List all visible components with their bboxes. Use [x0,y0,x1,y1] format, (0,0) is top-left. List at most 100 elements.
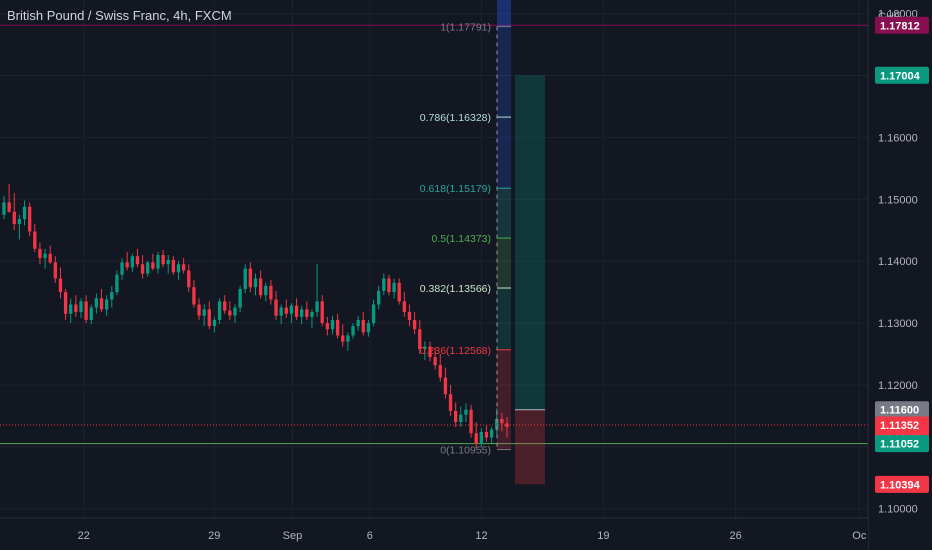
candle-body [125,262,129,268]
price-label-badge [875,16,929,34]
candle-body [94,298,99,308]
candle-body [258,278,263,296]
candle-body [192,287,196,305]
candle-body [418,329,422,350]
candle-body [469,409,473,434]
price-label-text: 1.11052 [880,439,919,451]
candle-body [294,305,299,317]
candle-body [479,431,484,444]
candle-body [7,202,11,212]
candle-body [269,285,273,300]
candle-body [248,268,253,288]
candle-body [140,264,145,274]
candle-body [289,305,294,314]
time-axis-bg [0,518,868,550]
target-zone [515,75,545,410]
fib-band [497,188,511,239]
candle-body [2,202,6,215]
candle-body [253,278,258,288]
candle-body [330,319,335,330]
time-tick-label: Sep [283,530,303,542]
price-tick-label: 1.16000 [878,132,918,144]
candle-body [474,433,478,444]
candle-body [505,423,509,428]
candle-body [176,264,181,273]
candle-body [17,219,22,225]
candle-body [264,285,268,296]
long-position-tool[interactable] [515,75,545,485]
candle-body [79,301,83,312]
candle-body [63,292,68,314]
price-axis[interactable]: CHF1.180001.170001.160001.150001.140001.… [867,0,932,550]
candle-body [48,253,52,263]
candle-body [12,211,16,225]
candle-body [38,248,42,259]
candle-body [397,282,401,302]
candlestick-series [2,183,509,449]
candle-body [443,377,448,395]
candle-body [300,309,304,317]
price-label-text: 1.10394 [880,479,921,491]
price-axis-bg [868,0,932,550]
candle-body [74,304,78,312]
candle-body [166,259,170,265]
candle-body [197,304,201,316]
candle-body [171,259,176,273]
price-tick-label: 1.12000 [878,380,918,392]
candle-body [22,206,27,220]
candle-body [243,268,247,290]
candle-body [315,301,319,312]
candle-body [382,278,386,291]
candle-body [233,307,237,316]
candle-body [135,256,140,265]
candle-body [335,319,340,336]
fib-level-label: 0.786(1.16328) [420,112,491,124]
price-label-badge [875,401,929,419]
fib-level-label: 0.236(1.12568) [420,345,491,357]
candle-body [484,431,489,438]
time-axis[interactable]: 22 29 Sep 6 12 19 26 Oc [0,517,868,550]
price-tick-label: 1.14000 [878,256,918,268]
candle-body [156,254,160,269]
candle-body [110,292,114,300]
candle-body [181,264,186,271]
candle-body [428,346,432,358]
price-tick-label: 1.10000 [878,504,918,516]
candle-body [423,346,427,350]
candle-body [223,301,227,311]
candle-body [212,319,217,327]
candle-body [130,256,134,268]
price-label-badge [875,435,929,453]
fibonacci-retracement-tool[interactable]: 1(1.17791) 0.786(1.16328) 0.618(1.15179) 0.… [420,0,511,457]
time-tick-label: 22 [78,530,90,542]
candle-body [89,307,93,320]
price-label-badge [875,66,929,84]
price-label-text: 1.11600 [880,405,919,417]
stop-zone [515,409,545,485]
chart-title: British Pound / Swiss Franc, 4h, FXCM [7,8,232,23]
candle-body [407,311,412,320]
candle-body [346,335,350,342]
fib-level-label: 0(1.10955) [440,445,491,457]
candle-body [310,311,314,317]
candle-body [279,307,283,316]
candle-body [228,310,232,316]
candle-body [99,298,104,310]
time-tick-label: 6 [367,530,373,542]
candle-body [351,326,355,336]
candle-body [500,418,504,424]
candle-body [146,262,150,274]
candle-body [402,301,407,312]
candle-body [438,365,442,378]
fib-level-label: 0.5(1.14373) [431,233,491,245]
candle-body [33,231,37,249]
candle-body [305,309,309,317]
candle-body [361,319,365,333]
candle-body [58,278,63,293]
candle-body [392,282,396,293]
candle-body [69,304,73,314]
candle-body [387,278,391,293]
candle-body [104,299,109,310]
fib-level-label: 1(1.17791) [440,22,491,34]
